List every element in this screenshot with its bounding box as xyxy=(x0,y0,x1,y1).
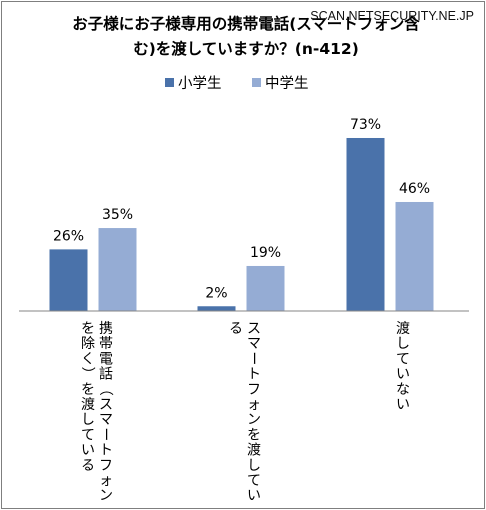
category-label-char: い xyxy=(81,443,95,459)
category-label-char: い xyxy=(396,397,410,413)
category-label-char: ス xyxy=(247,321,261,337)
bar-1-series-1 xyxy=(246,265,285,311)
category-label-char: を xyxy=(81,321,95,337)
category-label-char: ー xyxy=(245,351,261,365)
data-label-1-series-1: 19% xyxy=(250,245,281,261)
category-label-char: 帯 xyxy=(99,336,113,352)
category-label-char: マ xyxy=(247,336,261,352)
category-label-char: い xyxy=(247,488,261,504)
category-label-char: ト xyxy=(99,443,113,459)
category-label-char: る xyxy=(229,321,243,337)
category-label-1-line-1: る xyxy=(229,321,243,337)
category-label-char: ン xyxy=(99,488,113,504)
category-label-char: マ xyxy=(99,412,113,428)
legend-swatch-series-1 xyxy=(252,78,261,87)
category-label-char: 渡 xyxy=(81,397,95,413)
legend-swatch-series-0 xyxy=(165,78,174,87)
bar-2-series-1 xyxy=(395,201,434,311)
category-label-char: 除 xyxy=(81,336,95,352)
category-label-char: ス xyxy=(99,397,113,413)
category-label-char: ー xyxy=(97,427,113,441)
bar-0-series-1 xyxy=(98,228,137,311)
category-label-0-line-0: 携帯電話（スマートフォン xyxy=(97,321,113,504)
data-label-0-series-0: 26% xyxy=(53,228,84,244)
category-label-char: し xyxy=(247,458,261,474)
data-label-0-series-1: 35% xyxy=(102,207,133,223)
category-label-char: 渡 xyxy=(396,321,410,337)
category-label-char: 渡 xyxy=(247,443,261,459)
data-label-1-series-0: 2% xyxy=(205,285,227,301)
category-label-char: フ xyxy=(247,382,261,398)
plot-area: 26% 35% 2% 19% 73% 46% xyxy=(49,117,434,311)
category-label-char: 携 xyxy=(99,321,113,337)
bar-1-series-0 xyxy=(197,306,236,311)
legend: 小学生 中学生 xyxy=(165,75,309,92)
legend-label-series-0: 小学生 xyxy=(178,75,222,92)
category-label-char: ォ xyxy=(99,473,113,489)
category-label-char: る xyxy=(81,458,95,474)
chart-title-line-2: む)を渡していますか？(n-412) xyxy=(133,39,359,58)
category-label-char: を xyxy=(247,427,261,443)
category-label-char: を xyxy=(81,382,95,398)
bar-2-series-0 xyxy=(346,137,385,311)
bar-0-series-0 xyxy=(49,249,88,311)
category-label-char: く xyxy=(81,351,95,367)
category-label-char: て xyxy=(81,427,95,443)
chart-title-line-1: お子様にお子様専用の携帯電話(スマートフォン含 xyxy=(72,14,420,33)
category-label-char: て xyxy=(247,473,261,489)
category-label-char: ト xyxy=(247,367,261,383)
category-label-char: ） xyxy=(79,367,95,381)
category-label-char: し xyxy=(396,336,410,352)
category-label-char: フ xyxy=(99,458,113,474)
category-label-char: 電 xyxy=(99,351,113,367)
watermark: SCAN.NETSECURITY.NE.JP xyxy=(310,9,474,23)
data-label-2-series-1: 46% xyxy=(399,181,430,197)
category-label-char: （ xyxy=(97,382,113,396)
category-label-char: し xyxy=(81,412,95,428)
category-label-char: 話 xyxy=(99,366,113,383)
category-label-char: ォ xyxy=(247,397,261,413)
data-label-2-series-0: 73% xyxy=(350,117,381,133)
category-label-char: ン xyxy=(247,412,261,428)
legend-label-series-1: 中学生 xyxy=(265,75,309,92)
category-label-char: い xyxy=(396,367,410,383)
category-label-char: な xyxy=(396,382,410,398)
category-label-char: て xyxy=(396,351,410,367)
